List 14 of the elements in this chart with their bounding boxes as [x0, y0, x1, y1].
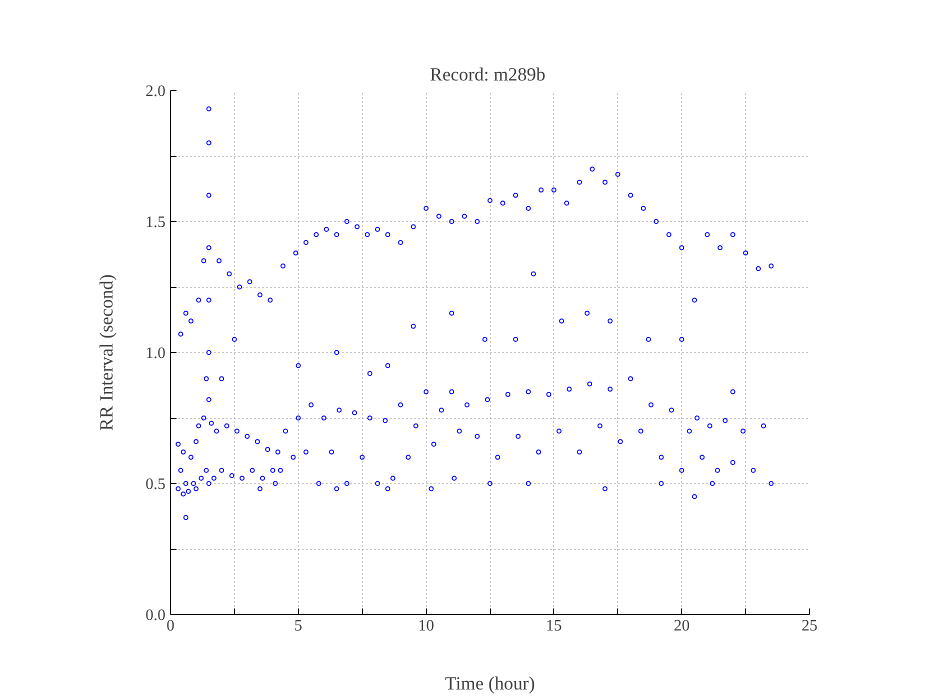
y-tick-label: 1.5: [146, 214, 166, 231]
y-tick-label: 0.5: [146, 476, 166, 493]
x-tick-label: 0: [166, 618, 174, 634]
x-axis-title: Time (hour): [445, 674, 536, 694]
y-axis-title: RR Interval (second): [96, 274, 118, 431]
y-tick-label: 0.0: [146, 607, 166, 624]
x-tick-label: 10: [418, 618, 434, 634]
y-tick-label: 2.0: [146, 83, 166, 100]
x-tick-label: 15: [546, 618, 562, 634]
y-tick-label: 1.0: [146, 345, 166, 362]
x-tick-label: 20: [674, 618, 690, 634]
x-tick-label: 5: [294, 618, 302, 634]
chart-title: Record: m289b: [430, 64, 546, 86]
x-tick-label: 25: [802, 618, 818, 634]
